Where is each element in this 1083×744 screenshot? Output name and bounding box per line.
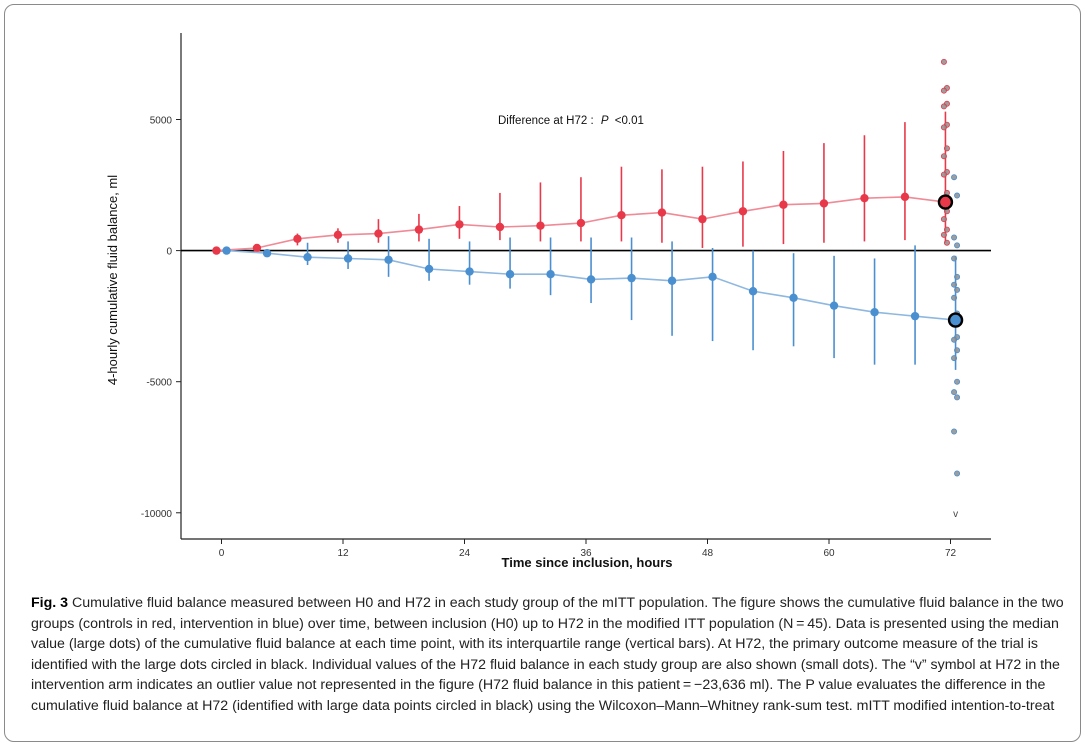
control-individual-point [940,171,947,178]
intervention-individual-point [951,174,958,181]
control-median-point [252,243,262,253]
x-tick-label: 12 [337,548,349,559]
control-individual-point [940,216,947,223]
control-individual-point [940,124,947,131]
intervention-median-point [667,276,677,285]
control-median-point [495,222,505,232]
intervention-median-point [546,270,555,279]
intervention-h72-median-point [947,312,964,328]
cumulative-fluid-balance-chart: -10000 -5000 0 5000 0 12 24 36 48 60 72 v 4-hourly… [105,33,991,570]
x-tick-label: 36 [580,548,592,559]
control-median-point [536,221,545,230]
intervention-individual-point [954,378,961,385]
x-axis-label: Time since inclusion, hours [502,555,673,570]
marks-layer: v [212,58,964,520]
control-individual-point [940,103,947,110]
intervention-individual-point [954,273,961,280]
control-median-point [212,246,221,255]
intervention-median-point [870,308,879,317]
figure-caption: Fig. 3 Cumulative fluid balance measured… [31,593,1076,716]
intervention-individual-point [954,394,961,401]
intervention-median-point [910,311,920,321]
intervention-individual-point [951,281,958,288]
intervention-median-point [748,287,758,296]
control-median-point [900,192,910,202]
intervention-individual-point [951,294,958,301]
control-median-point [293,234,302,244]
intervention-median-point [262,249,272,258]
intervention-individual-point [951,336,958,343]
figure-frame: -10000 -5000 0 5000 0 12 24 36 48 60 72 v 4-hourly… [4,4,1081,742]
y-axis-label: 4-hourly cumulative fluid balance, ml [105,175,120,385]
annotation-p-symbol: P [601,115,609,127]
annotation-text: Difference at H72 : [498,115,594,127]
axes-layer: -10000 -5000 0 5000 0 12 24 36 48 60 72 [141,33,991,559]
x-tick-label: 72 [945,548,957,559]
control-individual-point [940,153,947,160]
control-median-point [657,208,667,217]
intervention-median-point [222,246,231,255]
annotation-p-value: <0.01 [615,115,644,127]
control-individual-point [943,145,950,152]
control-individual-point [940,58,947,65]
control-median-point [455,220,464,229]
control-individual-point [940,87,947,94]
intervention-median-point [424,264,434,274]
x-tick-label: 60 [823,548,835,559]
intervention-individual-point [951,234,958,241]
intervention-median-point [586,275,596,284]
y-tick-label: -5000 [146,378,172,389]
control-median-point [779,200,788,209]
intervention-individual-point [951,428,958,435]
control-median-point [617,211,626,220]
control-individual-point [940,231,947,238]
control-median-point [819,199,829,208]
control-median-point [414,225,424,234]
intervention-median-point [465,267,474,276]
intervention-median-point [505,270,515,279]
intervention-median-point [384,255,393,264]
intervention-median-point [708,272,717,282]
figure-caption-text: Cumulative fluid balance measured betwee… [31,595,1064,714]
x-tick-label: 0 [219,548,225,559]
control-median-point [576,218,586,228]
control-individual-point [943,226,950,233]
control-median-point [333,230,343,240]
y-tick-label: 5000 [150,116,173,127]
control-individual-point [943,239,950,246]
intervention-individual-point [954,242,961,249]
y-tick-label: -10000 [141,509,173,520]
intervention-individual-point [951,389,958,396]
intervention-median-point [789,293,798,302]
intervention-individual-point [954,192,961,199]
p-value-annotation: Difference at H72 : P <0.01 [498,115,644,127]
control-h72-median-point [937,194,954,210]
control-median-point [860,193,869,203]
x-tick-label: 48 [702,548,714,559]
intervention-individual-point [954,347,961,354]
intervention-median-point [343,254,353,263]
intervention-individual-point [951,355,958,362]
intervention-median-point [627,273,636,283]
control-median-point [698,214,707,224]
x-tick-label: 24 [459,548,471,559]
y-tick-label: 0 [166,247,172,258]
intervention-individual-point [951,255,958,262]
intervention-median-point [303,252,312,262]
intervention-individual-point [954,470,961,477]
control-median-point [738,207,748,216]
control-median-point [374,229,383,238]
figure-label: Fig. 3 [31,595,69,611]
intervention-individual-point [954,286,961,293]
intervention-median-point [829,301,839,310]
outlier-marker: v [953,509,958,520]
